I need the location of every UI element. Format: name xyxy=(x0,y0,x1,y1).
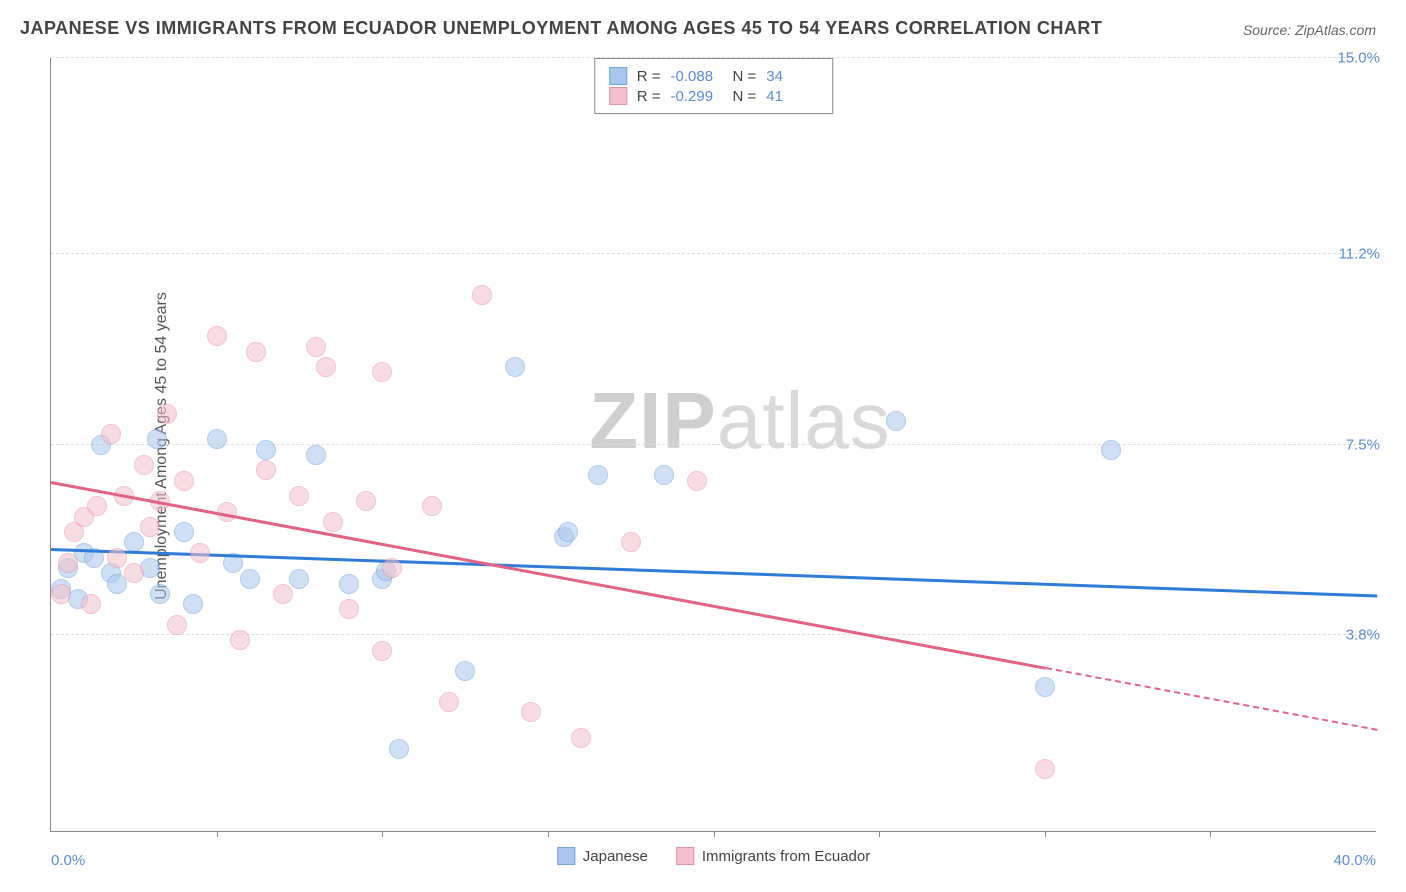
scatter-point xyxy=(306,445,326,465)
scatter-point xyxy=(306,337,326,357)
x-tick xyxy=(1045,831,1046,837)
legend-swatch-japanese xyxy=(557,847,575,865)
scatter-point xyxy=(422,496,442,516)
scatter-point xyxy=(455,661,475,681)
legend-item-ecuador: Immigrants from Ecuador xyxy=(676,847,870,865)
scatter-point xyxy=(372,641,392,661)
watermark: ZIPatlas xyxy=(589,375,890,467)
scatter-point xyxy=(289,486,309,506)
scatter-point xyxy=(1035,677,1055,697)
scatter-point xyxy=(140,517,160,537)
scatter-point xyxy=(389,739,409,759)
scatter-point xyxy=(174,471,194,491)
scatter-point xyxy=(157,404,177,424)
swatch-ecuador xyxy=(609,87,627,105)
scatter-point xyxy=(588,465,608,485)
scatter-point xyxy=(51,584,71,604)
x-tick xyxy=(382,831,383,837)
r-label: R = xyxy=(637,88,661,105)
x-axis-max-label: 40.0% xyxy=(1333,852,1376,869)
scatter-point xyxy=(372,362,392,382)
scatter-point xyxy=(505,357,525,377)
scatter-point xyxy=(230,630,250,650)
stats-legend-box: R = -0.088 N = 34 R = -0.299 N = 41 xyxy=(594,58,834,114)
scatter-point xyxy=(190,543,210,563)
scatter-point xyxy=(621,532,641,552)
scatter-point xyxy=(124,532,144,552)
scatter-point xyxy=(687,471,707,491)
scatter-point xyxy=(150,584,170,604)
y-tick-label: 3.8% xyxy=(1338,627,1380,644)
scatter-point xyxy=(256,440,276,460)
scatter-point xyxy=(240,569,260,589)
n-value-japanese: 34 xyxy=(766,68,818,85)
r-value-japanese: -0.088 xyxy=(671,68,723,85)
scatter-point xyxy=(323,512,343,532)
y-tick-label: 7.5% xyxy=(1338,436,1380,453)
stats-row-ecuador: R = -0.299 N = 41 xyxy=(609,87,819,105)
scatter-point xyxy=(289,569,309,589)
trend-line xyxy=(51,481,1046,669)
scatter-point xyxy=(174,522,194,542)
source-attribution: Source: ZipAtlas.com xyxy=(1243,22,1376,38)
n-value-ecuador: 41 xyxy=(766,88,818,105)
gridline xyxy=(51,57,1376,58)
x-tick xyxy=(1210,831,1211,837)
scatter-point xyxy=(58,553,78,573)
r-label: R = xyxy=(637,68,661,85)
scatter-point xyxy=(167,615,187,635)
scatter-point xyxy=(558,522,578,542)
scatter-point xyxy=(382,558,402,578)
swatch-japanese xyxy=(609,67,627,85)
legend-swatch-ecuador xyxy=(676,847,694,865)
scatter-point xyxy=(107,548,127,568)
scatter-point xyxy=(316,357,336,377)
scatter-point xyxy=(339,574,359,594)
scatter-point xyxy=(124,563,144,583)
legend-bottom: Japanese Immigrants from Ecuador xyxy=(557,847,870,865)
x-tick xyxy=(548,831,549,837)
scatter-point xyxy=(246,342,266,362)
scatter-point xyxy=(134,455,154,475)
correlation-chart: JAPANESE VS IMMIGRANTS FROM ECUADOR UNEM… xyxy=(0,0,1406,892)
scatter-point xyxy=(439,692,459,712)
scatter-point xyxy=(183,594,203,614)
scatter-point xyxy=(1101,440,1121,460)
scatter-point xyxy=(207,326,227,346)
gridline xyxy=(51,253,1376,254)
scatter-point xyxy=(87,496,107,516)
r-value-ecuador: -0.299 xyxy=(671,88,723,105)
scatter-point xyxy=(571,728,591,748)
scatter-point xyxy=(101,424,121,444)
trend-line xyxy=(1045,667,1377,731)
stats-row-japanese: R = -0.088 N = 34 xyxy=(609,67,819,85)
x-tick xyxy=(879,831,880,837)
scatter-point xyxy=(147,429,167,449)
x-axis-min-label: 0.0% xyxy=(51,852,85,869)
y-tick-label: 11.2% xyxy=(1331,245,1380,262)
scatter-point xyxy=(207,429,227,449)
x-tick xyxy=(714,831,715,837)
scatter-point xyxy=(256,460,276,480)
x-tick xyxy=(217,831,218,837)
chart-title: JAPANESE VS IMMIGRANTS FROM ECUADOR UNEM… xyxy=(20,18,1102,39)
n-label: N = xyxy=(733,88,757,105)
scatter-point xyxy=(339,599,359,619)
scatter-point xyxy=(273,584,293,604)
scatter-point xyxy=(81,594,101,614)
legend-label-ecuador: Immigrants from Ecuador xyxy=(702,848,870,865)
scatter-point xyxy=(654,465,674,485)
legend-label-japanese: Japanese xyxy=(583,848,648,865)
legend-item-japanese: Japanese xyxy=(557,847,648,865)
scatter-point xyxy=(1035,759,1055,779)
gridline xyxy=(51,444,1376,445)
scatter-point xyxy=(356,491,376,511)
plot-area: ZIPatlas R = -0.088 N = 34 R = -0.299 N … xyxy=(50,58,1376,832)
scatter-point xyxy=(521,702,541,722)
gridline xyxy=(51,634,1376,635)
scatter-point xyxy=(472,285,492,305)
scatter-point xyxy=(886,411,906,431)
y-tick-label: 15.0% xyxy=(1329,50,1380,67)
n-label: N = xyxy=(733,68,757,85)
